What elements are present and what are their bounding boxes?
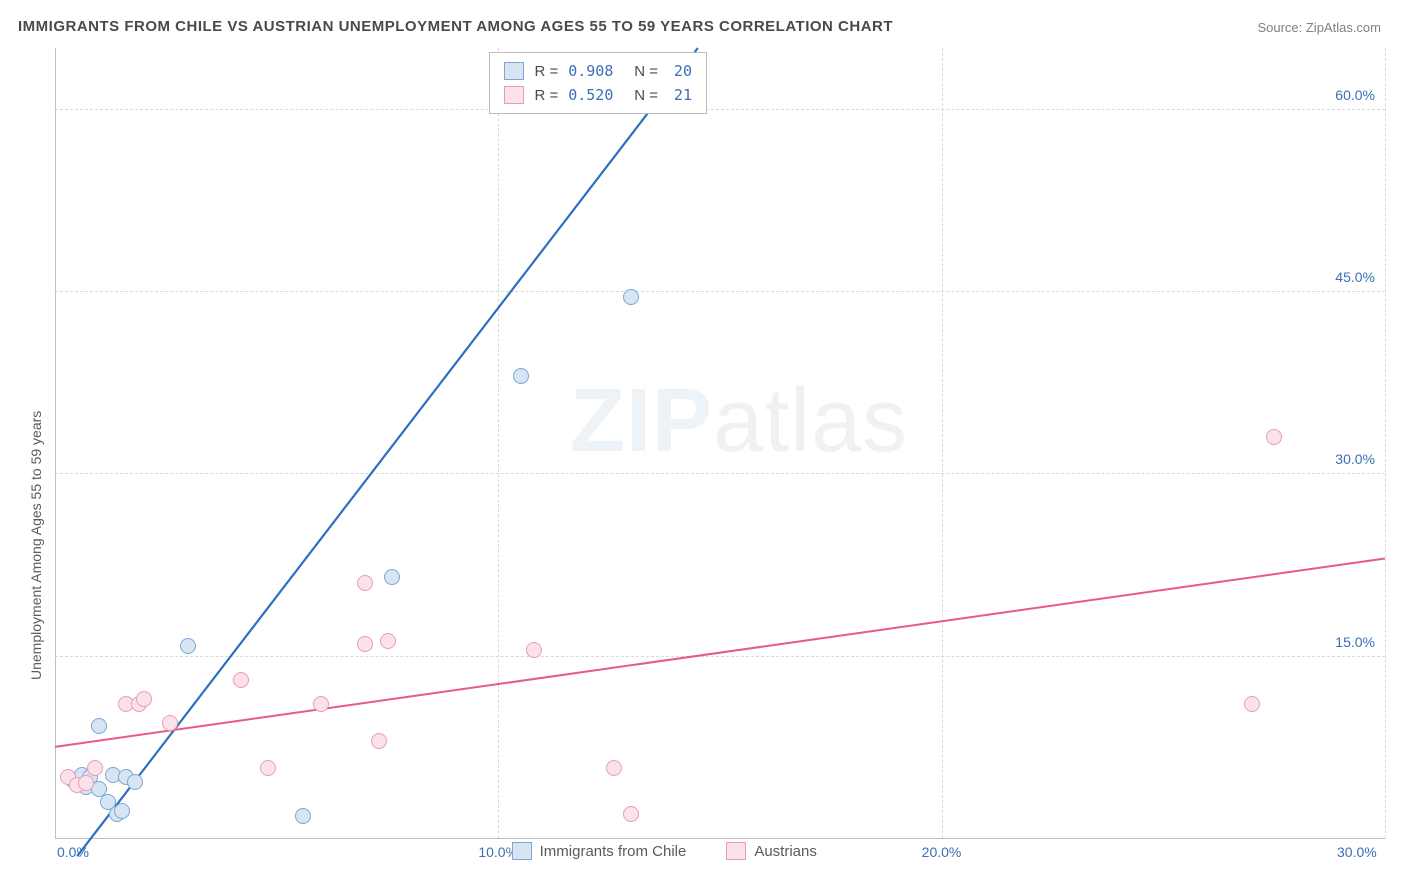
scatter-point [1244,696,1260,712]
scatter-point [136,691,152,707]
gridline-vertical [942,48,943,838]
series-legend: Immigrants from Chile Austrians [512,842,817,860]
chart-title: IMMIGRANTS FROM CHILE VS AUSTRIAN UNEMPL… [18,18,893,35]
scatter-point [623,289,639,305]
gridline-horizontal [55,473,1385,474]
legend-r-label: R = [534,87,558,104]
gridline-vertical [1385,48,1386,838]
series-legend-item: Austrians [726,842,817,860]
scatter-point [180,638,196,654]
x-tick-label: 30.0% [1337,844,1377,860]
source-label: Source: [1257,20,1305,35]
series-legend-item: Immigrants from Chile [512,842,687,860]
legend-row: R = 0.520 N = 21 [504,83,692,107]
legend-r-value: 0.520 [568,86,624,104]
source-link[interactable]: ZipAtlas.com [1306,20,1381,35]
x-tick-label: 0.0% [57,844,89,860]
scatter-point [380,633,396,649]
legend-swatch [504,62,524,80]
scatter-point [91,718,107,734]
series-name: Austrians [754,843,817,860]
scatter-point [87,760,103,776]
gridline-horizontal [55,656,1385,657]
legend-row: R = 0.908 N = 20 [504,59,692,83]
correlation-legend: R = 0.908 N = 20 R = 0.520 N = 21 [489,52,707,114]
legend-n-value: 20 [668,62,692,80]
scatter-point [313,696,329,712]
y-tick-label: 60.0% [1335,87,1375,103]
source-attribution: Source: ZipAtlas.com [1257,20,1381,35]
legend-n-value: 21 [668,86,692,104]
legend-n-label: N = [634,63,658,80]
gridline-horizontal [55,109,1385,110]
scatter-plot-area: 15.0%30.0%45.0%60.0%0.0%10.0%20.0%30.0% [55,48,1385,838]
legend-n-label: N = [634,87,658,104]
y-tick-label: 30.0% [1335,451,1375,467]
y-tick-label: 15.0% [1335,634,1375,650]
scatter-point [162,715,178,731]
gridline-vertical [498,48,499,838]
scatter-point [127,774,143,790]
legend-r-label: R = [534,63,558,80]
scatter-point [606,760,622,776]
legend-swatch [504,86,524,104]
trend-line [55,558,1385,746]
scatter-point [526,642,542,658]
scatter-point [623,806,639,822]
scatter-point [357,575,373,591]
series-name: Immigrants from Chile [540,843,687,860]
y-tick-label: 45.0% [1335,269,1375,285]
y-axis-label: Unemployment Among Ages 55 to 59 years [28,411,44,680]
legend-r-value: 0.908 [568,62,624,80]
scatter-point [114,803,130,819]
y-axis-line [55,48,56,838]
scatter-point [357,636,373,652]
trend-lines [55,48,1385,838]
gridline-horizontal [55,291,1385,292]
scatter-point [513,368,529,384]
x-tick-label: 20.0% [922,844,962,860]
scatter-point [1266,429,1282,445]
scatter-point [78,775,94,791]
legend-swatch [512,842,532,860]
scatter-point [295,808,311,824]
scatter-point [233,672,249,688]
scatter-point [371,733,387,749]
trend-line [77,48,698,856]
scatter-point [260,760,276,776]
x-axis-line [55,838,1385,839]
scatter-point [384,569,400,585]
legend-swatch [726,842,746,860]
